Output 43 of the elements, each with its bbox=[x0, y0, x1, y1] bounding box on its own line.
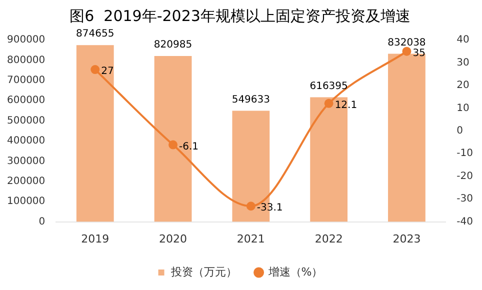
point bbox=[246, 202, 256, 211]
y-tick-label: 0 bbox=[38, 216, 46, 228]
y-tick-label: 200000 bbox=[6, 176, 46, 187]
y2-tick-label: 30 bbox=[456, 57, 470, 68]
legend-label: 投资（万元） bbox=[170, 265, 237, 278]
y2-tick-label: 10 bbox=[456, 102, 470, 114]
y2-tick-label: 40 bbox=[456, 34, 470, 46]
x-tick-label: 2022 bbox=[314, 232, 343, 246]
point bbox=[168, 140, 178, 150]
data-label: 12.1 bbox=[334, 100, 358, 111]
data-label: 832038 bbox=[388, 37, 426, 48]
y2-tick-label: 0 bbox=[456, 125, 464, 136]
bar bbox=[76, 45, 114, 222]
x-tick-label: 2020 bbox=[159, 232, 188, 246]
data-label: 27 bbox=[101, 66, 114, 78]
data-label: -33.1 bbox=[256, 202, 283, 214]
x-tick-label: 2023 bbox=[392, 232, 421, 246]
chart-title: 图6 2019年-2023年规模以上固定资产投资及增速 bbox=[70, 6, 410, 25]
point bbox=[324, 98, 334, 108]
data-label: 820985 bbox=[154, 40, 192, 51]
data-label: -6.1 bbox=[179, 141, 199, 152]
data-label: 549633 bbox=[232, 94, 270, 106]
y-tick-label: 600000 bbox=[6, 95, 46, 106]
y2-tick-label: -20 bbox=[456, 170, 474, 182]
x-tick-label: 2021 bbox=[236, 232, 265, 246]
data-label: 35 bbox=[412, 48, 426, 59]
data-label: 874655 bbox=[76, 28, 114, 40]
y2-tick-label: -30 bbox=[456, 194, 474, 205]
y-tick-label: 300000 bbox=[6, 156, 46, 167]
y2-tick-label: -40 bbox=[456, 216, 474, 228]
point bbox=[90, 65, 100, 74]
y-tick-label: 100000 bbox=[6, 196, 46, 208]
y-tick-label: 800000 bbox=[6, 54, 46, 66]
y-tick-label: 500000 bbox=[6, 115, 46, 126]
y-tick-label: 900000 bbox=[6, 34, 46, 46]
y2-tick-label: -10 bbox=[456, 148, 474, 160]
data-label: 616395 bbox=[310, 80, 348, 92]
legend-label: 增速（%） bbox=[267, 265, 323, 278]
y-tick-label: 400000 bbox=[6, 136, 46, 147]
x-tick-label: 2019 bbox=[81, 232, 110, 246]
y-tick-label: 700000 bbox=[6, 74, 46, 86]
point bbox=[402, 46, 412, 56]
y2-tick-label: 20 bbox=[456, 80, 470, 92]
